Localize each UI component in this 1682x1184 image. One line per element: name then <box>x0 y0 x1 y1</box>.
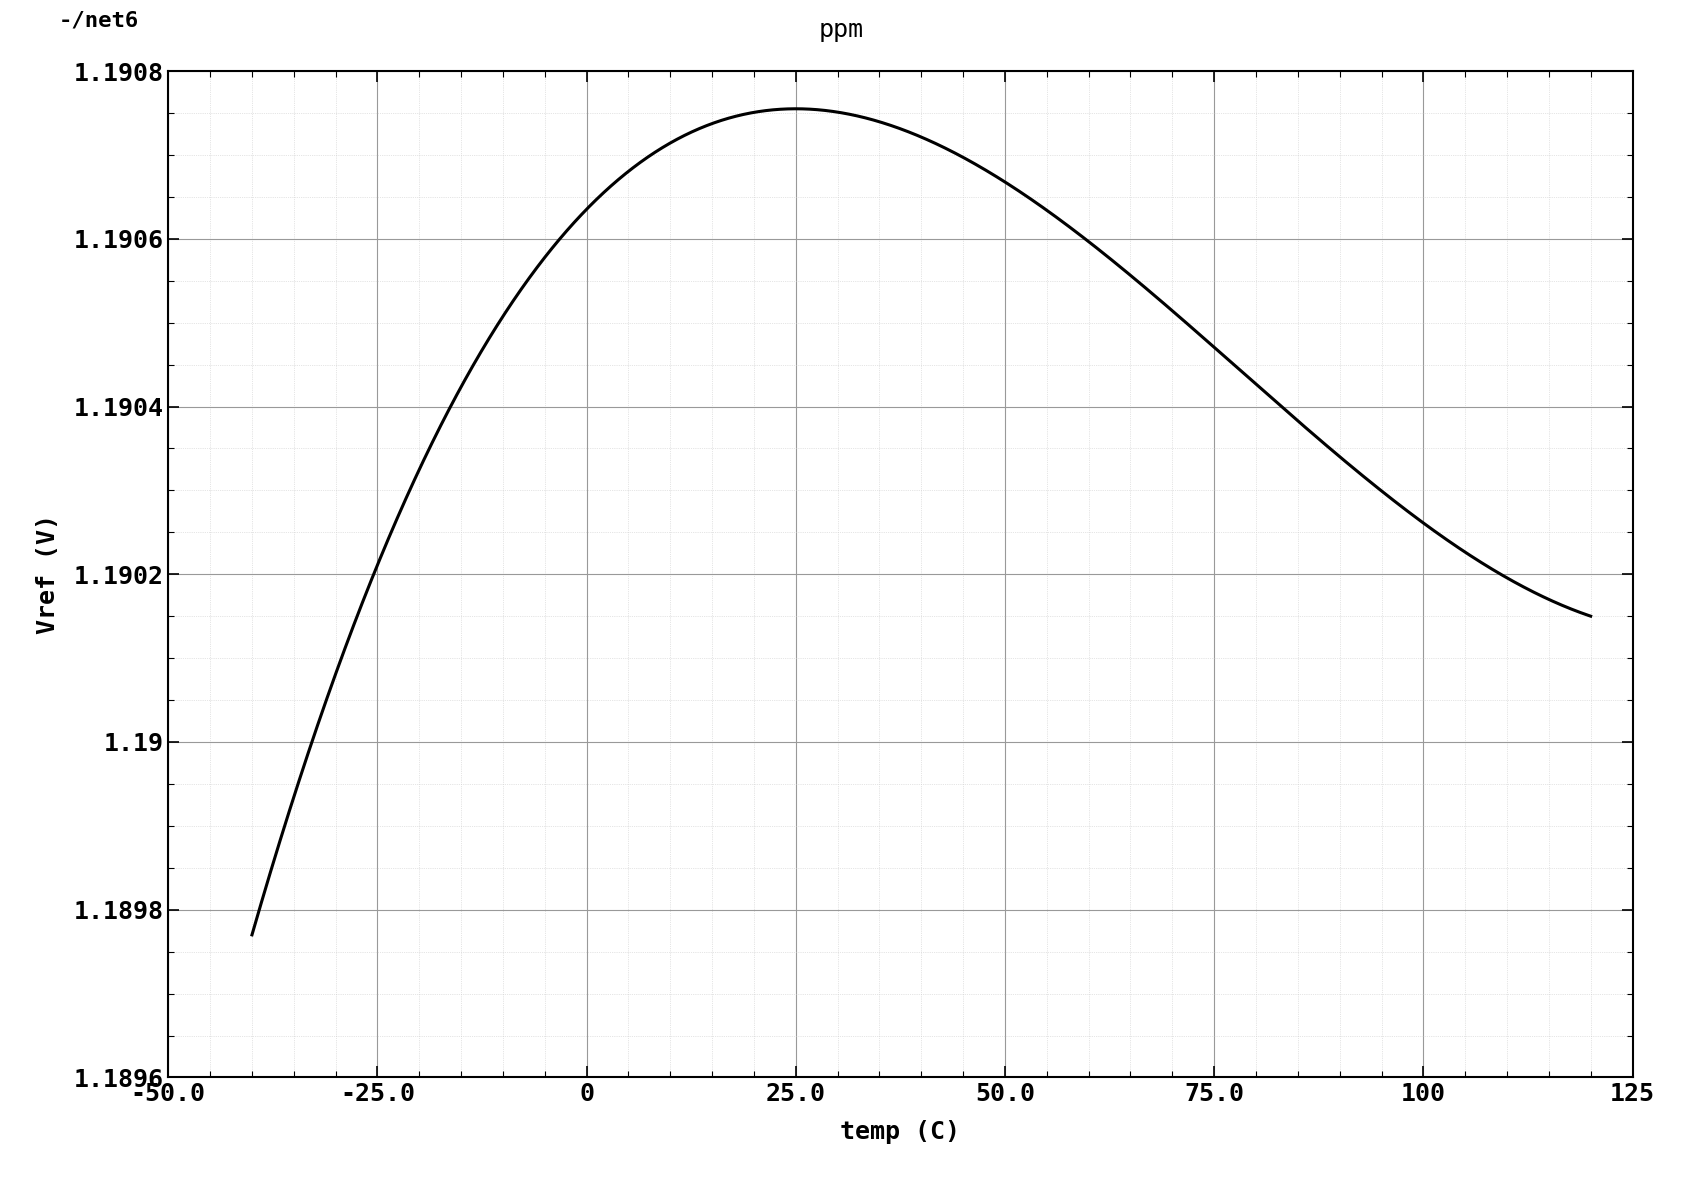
Text: -/net6: -/net6 <box>59 11 138 31</box>
X-axis label: temp (C): temp (C) <box>839 1120 960 1144</box>
Text: ppm: ppm <box>819 18 863 41</box>
Y-axis label: Vref (V): Vref (V) <box>35 514 59 635</box>
